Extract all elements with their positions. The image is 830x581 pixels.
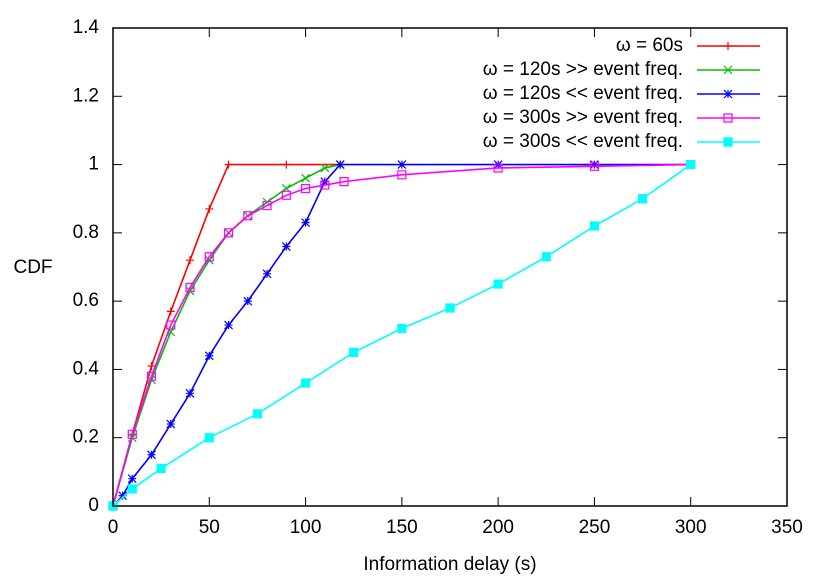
y-tick-label: 0.2 bbox=[73, 427, 99, 448]
series-line bbox=[112, 163, 692, 507]
data-point bbox=[300, 183, 311, 194]
legend-marker bbox=[723, 137, 733, 147]
legend-marker bbox=[723, 89, 733, 99]
data-point bbox=[300, 378, 311, 388]
data-point bbox=[320, 180, 330, 190]
data-point bbox=[224, 160, 233, 169]
data-point bbox=[686, 159, 696, 170]
data-point bbox=[339, 177, 349, 187]
data-point bbox=[282, 160, 291, 169]
x-tick-label: 300 bbox=[675, 517, 707, 538]
data-point bbox=[281, 242, 291, 251]
data-point bbox=[301, 218, 310, 228]
data-point bbox=[397, 323, 407, 334]
legend-label: ω = 120s >> event freq. bbox=[483, 59, 683, 80]
data-point bbox=[118, 491, 128, 501]
y-tick-label: 1.4 bbox=[73, 17, 100, 38]
data-point bbox=[223, 228, 234, 238]
data-point bbox=[127, 474, 137, 484]
y-tick-label: 0 bbox=[88, 495, 99, 516]
data-point bbox=[262, 200, 272, 211]
x-tick-label: 100 bbox=[290, 517, 322, 538]
x-tick-label: 250 bbox=[579, 517, 611, 538]
data-point bbox=[127, 484, 137, 494]
data-point bbox=[252, 409, 263, 419]
y-axis-label: CDF bbox=[13, 257, 52, 278]
data-point bbox=[166, 320, 176, 330]
legend-marker bbox=[723, 65, 733, 75]
data-point bbox=[204, 252, 214, 262]
x-tick-label: 150 bbox=[386, 517, 418, 538]
plot-frame bbox=[112, 27, 788, 507]
legend-label: ω = 120s << event freq. bbox=[483, 83, 683, 104]
x-axis-label: Information delay (s) bbox=[363, 554, 536, 575]
data-point bbox=[541, 252, 551, 262]
data-point bbox=[493, 279, 503, 289]
x-tick-label: 350 bbox=[771, 517, 803, 538]
data-point bbox=[147, 362, 156, 371]
data-point bbox=[204, 433, 214, 443]
data-point bbox=[397, 160, 407, 169]
data-point bbox=[185, 388, 195, 398]
data-point bbox=[493, 163, 503, 173]
legend-marker bbox=[723, 113, 733, 123]
series-line bbox=[112, 163, 691, 507]
x-tick-label: 50 bbox=[199, 517, 220, 538]
data-point bbox=[590, 160, 599, 169]
data-point bbox=[262, 269, 272, 279]
data-point bbox=[224, 320, 233, 330]
data-point bbox=[349, 347, 359, 357]
data-point bbox=[243, 296, 253, 306]
y-tick-label: 0.4 bbox=[73, 358, 100, 379]
data-point bbox=[301, 173, 310, 183]
data-point bbox=[589, 221, 600, 231]
data-point bbox=[156, 463, 166, 474]
data-point bbox=[205, 204, 214, 213]
y-tick-label: 0.6 bbox=[73, 290, 99, 311]
legend-label: ω = 300s >> event freq. bbox=[483, 107, 683, 128]
data-point bbox=[147, 450, 156, 460]
x-tick-label: 0 bbox=[108, 517, 119, 538]
series-line bbox=[112, 163, 691, 507]
data-point bbox=[166, 419, 176, 429]
data-point bbox=[204, 351, 214, 361]
x-tick-label: 200 bbox=[482, 517, 514, 538]
legend-label: ω = 300s << event freq. bbox=[483, 131, 683, 152]
legend-marker bbox=[724, 42, 732, 50]
data-point bbox=[397, 170, 407, 180]
series-line bbox=[112, 163, 341, 507]
data-point bbox=[335, 160, 345, 169]
data-point bbox=[445, 303, 455, 313]
data-point bbox=[637, 194, 648, 204]
data-point bbox=[186, 256, 195, 265]
legend-label: ω = 60s bbox=[616, 35, 683, 56]
data-point bbox=[185, 282, 195, 293]
data-point bbox=[243, 211, 253, 221]
y-tick-label: 1 bbox=[88, 154, 99, 175]
y-tick-label: 1.2 bbox=[73, 85, 99, 106]
data-point bbox=[166, 307, 175, 316]
data-point bbox=[146, 371, 157, 381]
series-line bbox=[112, 163, 341, 507]
data-point bbox=[281, 190, 291, 200]
data-point bbox=[127, 429, 137, 439]
data-point bbox=[589, 161, 600, 171]
data-point bbox=[320, 163, 330, 173]
y-tick-label: 0.8 bbox=[73, 222, 99, 243]
